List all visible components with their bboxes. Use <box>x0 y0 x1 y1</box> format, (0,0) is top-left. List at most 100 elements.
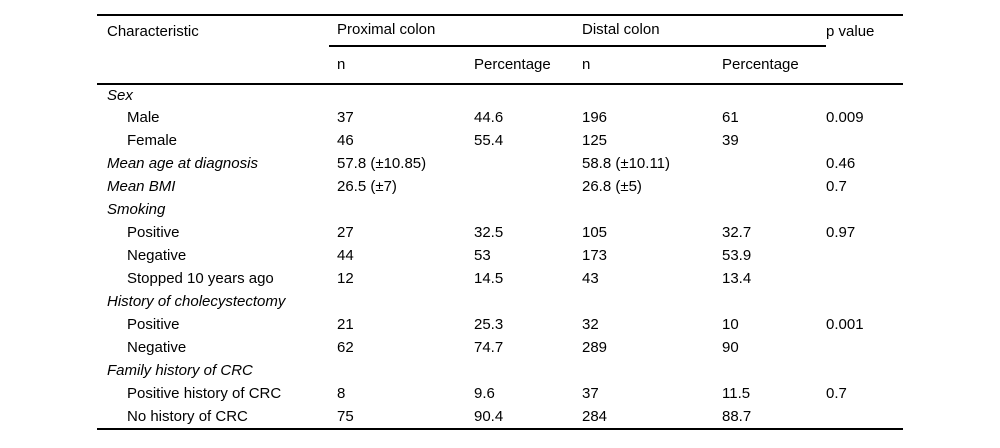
cell-proximal-n <box>329 291 474 314</box>
cell-distal-percentage: 53.9 <box>722 247 752 265</box>
column-header-proximal-percentage: Percentage <box>474 46 582 85</box>
cell-p-value <box>826 130 903 153</box>
cell-proximal-percentage: 55.4 <box>474 132 504 150</box>
cell-distal-n <box>582 360 722 383</box>
cell-p-value: 0.001 <box>826 316 864 334</box>
table-row: Negative 62 74.7 289 90 <box>97 337 903 360</box>
cell-characteristic: Mean BMI <box>107 178 176 196</box>
cell-distal-percentage <box>722 153 826 176</box>
column-header-proximal-n: n <box>329 46 474 85</box>
cell-distal-percentage: 88.7 <box>722 407 752 425</box>
table-row: History of cholecystectomy <box>97 291 903 314</box>
cell-distal-n <box>582 84 722 107</box>
cell-proximal-percentage <box>474 291 582 314</box>
cell-proximal-percentage: 44.6 <box>474 109 504 127</box>
cell-characteristic: History of cholecystectomy <box>107 293 286 311</box>
cell-p-value <box>826 268 903 291</box>
cell-proximal-n: 57.8 (±10.85) <box>337 155 427 173</box>
table-row: Sex <box>97 84 903 107</box>
cell-distal-percentage: 39 <box>722 132 739 150</box>
cell-p-value <box>826 291 903 314</box>
table-row: Positive history of CRC 8 9.6 37 11.5 0.7 <box>97 383 903 406</box>
cell-distal-n: 173 <box>582 247 608 265</box>
cell-p-value: 0.7 <box>826 385 847 403</box>
cell-p-value: 0.46 <box>826 155 856 173</box>
cell-distal-percentage <box>722 84 826 107</box>
cell-characteristic: Family history of CRC <box>107 362 253 380</box>
cell-distal-percentage: 61 <box>722 109 739 127</box>
cell-distal-percentage <box>722 176 826 199</box>
cell-p-value <box>826 360 903 383</box>
cell-distal-percentage: 11.5 <box>722 385 751 403</box>
cell-p-value: 0.009 <box>826 109 864 127</box>
cell-proximal-n: 27 <box>337 224 354 242</box>
table-row: Positive 21 25.3 32 10 0.001 <box>97 314 903 337</box>
cell-distal-percentage: 90 <box>722 339 739 357</box>
table-row: Family history of CRC <box>97 360 903 383</box>
cell-proximal-percentage: 53 <box>474 247 491 265</box>
cell-characteristic: Mean age at diagnosis <box>107 155 258 173</box>
cell-distal-percentage <box>722 360 826 383</box>
cell-proximal-n: 37 <box>337 109 354 127</box>
header-row-sub: n Percentage n Percentage <box>97 46 903 85</box>
cell-proximal-percentage <box>474 84 582 107</box>
cell-characteristic: Smoking <box>107 201 166 219</box>
cell-p-value: 0.7 <box>826 178 847 196</box>
column-group-proximal-colon: Proximal colon <box>329 15 582 47</box>
cell-characteristic: Positive <box>127 316 180 334</box>
cell-proximal-n <box>329 84 474 107</box>
column-header-characteristic: Characteristic <box>97 15 329 85</box>
cell-proximal-percentage <box>474 176 582 199</box>
cell-characteristic: Positive <box>127 224 180 242</box>
cell-distal-n: 289 <box>582 339 608 357</box>
cell-p-value <box>826 84 903 107</box>
cell-distal-n <box>582 291 722 314</box>
cell-proximal-n: 46 <box>337 132 354 150</box>
cell-proximal-n <box>329 199 474 222</box>
cell-characteristic: Negative <box>127 247 187 265</box>
cell-distal-n: 196 <box>582 109 608 127</box>
cell-proximal-percentage: 32.5 <box>474 224 504 242</box>
cell-proximal-percentage: 14.5 <box>474 270 504 288</box>
column-header-distal-n: n <box>582 46 722 85</box>
cell-characteristic: Negative <box>127 339 187 357</box>
table-row: Male 37 44.6 196 61 0.009 <box>97 107 903 130</box>
cell-p-value <box>826 199 903 222</box>
cell-p-value <box>826 406 903 429</box>
cell-proximal-n: 44 <box>337 247 354 265</box>
table-row: Smoking <box>97 199 903 222</box>
cell-distal-n: 37 <box>582 385 599 403</box>
cell-distal-n: 43 <box>582 270 599 288</box>
cell-p-value <box>826 337 903 360</box>
cell-distal-percentage <box>722 291 826 314</box>
cell-proximal-percentage: 9.6 <box>474 385 495 403</box>
cell-distal-n: 26.8 (±5) <box>582 178 642 196</box>
cell-proximal-n: 12 <box>337 270 354 288</box>
header-row-groups: Characteristic Proximal colon Distal col… <box>97 15 904 85</box>
cell-distal-n: 32 <box>582 316 599 334</box>
cell-proximal-n: 75 <box>337 407 354 425</box>
table-row: Mean BMI 26.5 (±7) 26.8 (±5) 0.7 <box>97 176 903 199</box>
cell-distal-n: 105 <box>582 224 608 242</box>
cell-characteristic: No history of CRC <box>127 407 248 425</box>
column-header-distal-percentage: Percentage <box>722 46 827 85</box>
cell-characteristic: Female <box>127 132 178 150</box>
characteristics-table: Characteristic Proximal colon Distal col… <box>97 14 904 430</box>
cell-proximal-n: 26.5 (±7) <box>337 178 397 196</box>
table-row: Negative 44 53 173 53.9 <box>97 245 903 268</box>
cell-characteristic: Male <box>127 109 160 127</box>
cell-distal-n <box>582 199 722 222</box>
cell-distal-n: 58.8 (±10.11) <box>582 155 671 173</box>
cell-distal-percentage: 13.4 <box>722 270 752 288</box>
table-row: No history of CRC 75 90.4 284 88.7 <box>97 406 903 429</box>
table-row: Positive 27 32.5 105 32.7 0.97 <box>97 222 903 245</box>
table-row: Female 46 55.4 125 39 <box>97 130 903 153</box>
table-body: Sex Male 37 44.6 196 61 0.009 Female 46 55.4 12 5 3 9… <box>97 84 903 429</box>
cell-p-value: 0.97 <box>826 224 856 242</box>
cell-distal-percentage <box>722 199 826 222</box>
cell-proximal-percentage <box>474 153 582 176</box>
cell-characteristic: Positive history of CRC <box>127 385 282 403</box>
cell-proximal-percentage: 74.7 <box>474 339 504 357</box>
column-header-p-value: p value <box>826 15 904 85</box>
